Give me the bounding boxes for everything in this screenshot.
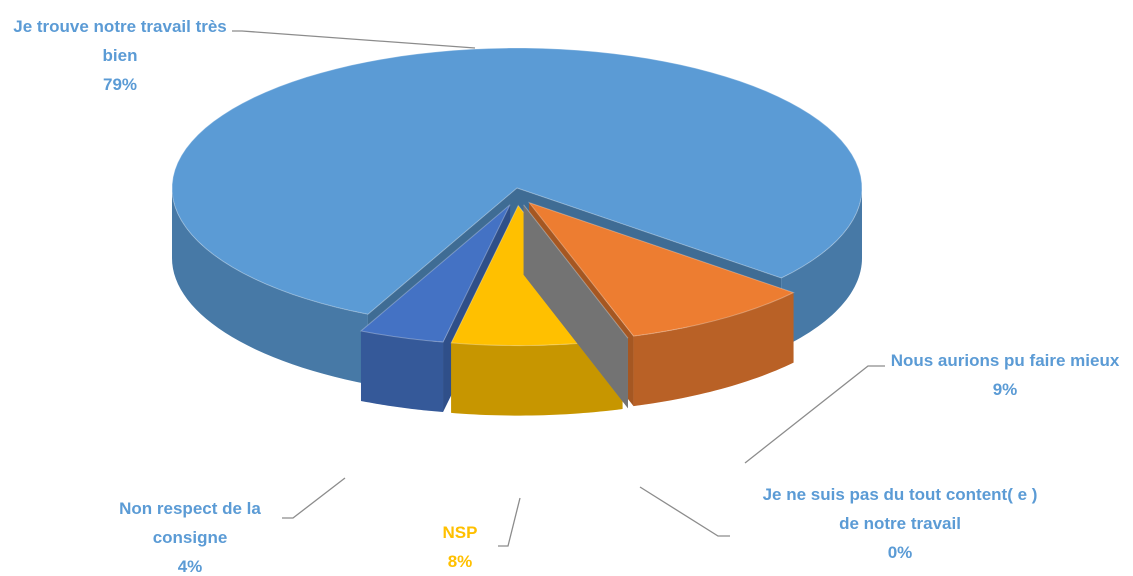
slice-side [633,292,794,407]
value-label: 8% [447,552,473,571]
category-label: Je trouve notre travail très bien [13,17,227,65]
slice-label: Je ne suis pas du tout content( e ) de n… [760,480,1040,567]
slice-cut [523,204,628,409]
slice-side [360,330,444,413]
slice-label: Non respect de la consigne 4% [90,494,290,576]
slice [359,204,511,343]
slice-label: Nous aurions pu faire mieux 9% [880,346,1130,404]
slice-side [451,339,623,416]
slice-side-shade [360,330,444,413]
slice-cut-shade [523,204,628,409]
leader-line [639,486,730,537]
slice-side-shade [781,188,862,348]
category-label: NSP [442,523,478,542]
slice-side-shade [633,292,794,407]
slice-side [781,188,862,348]
value-label: 9% [992,380,1018,399]
slice-label: NSP 8% [420,518,500,576]
leader-line [744,365,885,464]
leader-lines [232,30,885,547]
slice-side [172,188,368,385]
slice-label: Je trouve notre travail très bien 79% [0,12,240,99]
slice-side-shade [172,188,368,385]
value-label: 0% [887,543,913,562]
slices [171,47,863,416]
slice [171,47,863,315]
leader-line [232,30,476,49]
value-label: 79% [102,75,138,94]
category-label: Non respect de la consigne [119,499,261,547]
category-label: Nous aurions pu faire mieux [890,351,1120,370]
leader-line [282,477,346,519]
category-label: Je ne suis pas du tout content( e ) de n… [762,485,1038,533]
leader-line [498,497,521,547]
slice [527,201,795,337]
value-label: 4% [177,557,203,576]
slice-side-shade [451,339,623,416]
